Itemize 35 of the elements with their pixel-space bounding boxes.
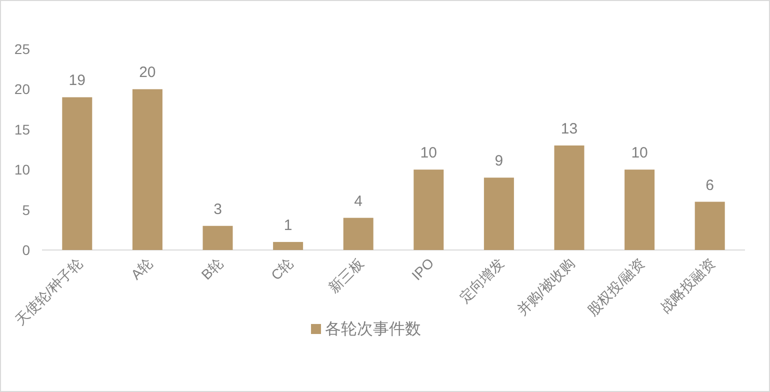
x-tick-label: 战略投融资 bbox=[657, 254, 718, 316]
data-label: 20 bbox=[139, 64, 156, 82]
x-tick-label: C轮 bbox=[268, 254, 296, 284]
legend-label: 各轮次事件数 bbox=[325, 320, 421, 338]
data-label: 19 bbox=[68, 72, 86, 90]
x-tick-label: 新三板 bbox=[325, 254, 366, 296]
bar bbox=[484, 178, 514, 250]
y-tick-label: 15 bbox=[14, 121, 30, 138]
x-tick-label: 股权投/融资 bbox=[584, 254, 648, 318]
bar bbox=[694, 202, 725, 250]
y-tick-label: 20 bbox=[14, 81, 30, 98]
bar bbox=[62, 97, 92, 250]
x-tick-label: 并购/被收购 bbox=[514, 254, 578, 318]
data-label: 9 bbox=[494, 152, 504, 170]
bar bbox=[202, 226, 233, 250]
bar bbox=[554, 145, 584, 250]
y-tick-label: 10 bbox=[14, 162, 30, 178]
bar bbox=[132, 89, 162, 250]
bar bbox=[414, 170, 444, 250]
x-tick-label: IPO bbox=[408, 254, 437, 284]
y-tick-label: 5 bbox=[22, 202, 30, 218]
x-tick-label: A轮 bbox=[128, 254, 156, 283]
bar bbox=[624, 170, 655, 250]
data-label: 13 bbox=[560, 120, 578, 138]
x-tick-label: 定向增发 bbox=[456, 254, 508, 306]
x-tick-label: B轮 bbox=[198, 254, 226, 283]
data-label: 4 bbox=[354, 192, 363, 210]
data-label: 10 bbox=[420, 144, 437, 162]
bar bbox=[273, 242, 304, 250]
y-tick-label: 25 bbox=[14, 41, 30, 57]
bar bbox=[343, 218, 374, 250]
data-label: 6 bbox=[706, 176, 714, 194]
data-label: 1 bbox=[284, 216, 292, 234]
data-label: 10 bbox=[631, 144, 648, 162]
data-label: 3 bbox=[214, 200, 222, 218]
